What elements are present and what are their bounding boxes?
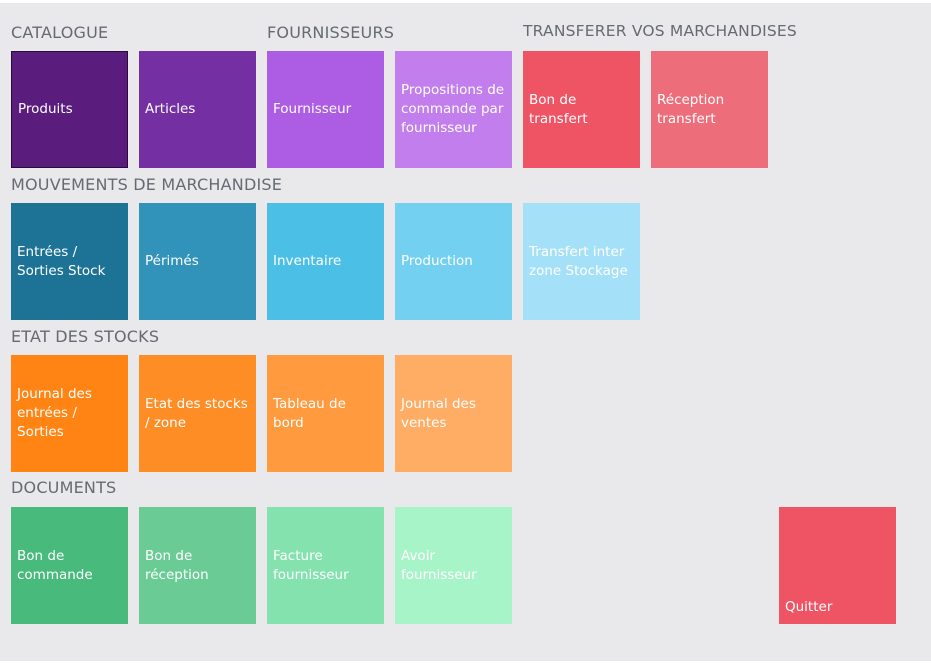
tile-label: Réception transfert <box>657 91 725 127</box>
main-menu: CATALOGUE FOURNISSEURS TRANSFERER VOS MA… <box>0 3 931 661</box>
tile-label: Facture fournisseur <box>273 547 349 583</box>
tile-fournisseur[interactable]: Fournisseur <box>267 51 384 168</box>
tile-propositions-commande[interactable]: Propositions de commande par fournisseur <box>395 51 512 168</box>
tile-label: Journal des ventes <box>401 395 476 431</box>
tile-inventaire[interactable]: Inventaire <box>267 203 384 320</box>
tile-avoir-fournisseur[interactable]: Avoir fournisseur <box>395 507 512 624</box>
tile-label: Bon de transfert <box>529 91 588 127</box>
tile-label: Bon de commande <box>17 547 93 583</box>
tile-label: Périmés <box>145 253 199 269</box>
tile-reception-transfert[interactable]: Réception transfert <box>651 51 768 168</box>
tile-facture-fournisseur[interactable]: Facture fournisseur <box>267 507 384 624</box>
tile-label: Tableau de bord <box>273 395 346 431</box>
tile-bon-commande[interactable]: Bon de commande <box>11 507 128 624</box>
tile-label: Etat des stocks / zone <box>145 395 248 431</box>
section-title-etat-stocks: ETAT DES STOCKS <box>11 327 160 346</box>
tile-transfert-inter-zone[interactable]: Transfert inter zone Stockage <box>523 203 640 320</box>
tile-label: Production <box>401 253 473 269</box>
tile-entrees-sorties-stock[interactable]: Entrées / Sorties Stock <box>11 203 128 320</box>
section-title-catalogue: CATALOGUE <box>11 23 109 42</box>
section-title-fournisseurs: FOURNISSEURS <box>267 23 395 42</box>
tile-label: Avoir fournisseur <box>401 547 477 583</box>
tile-etat-stocks-zone[interactable]: Etat des stocks / zone <box>139 355 256 472</box>
tile-label: Bon de réception <box>145 547 209 583</box>
tile-journal-ventes[interactable]: Journal des ventes <box>395 355 512 472</box>
section-title-mouvements: MOUVEMENTS DE MARCHANDISE <box>11 175 283 194</box>
tile-produits[interactable]: Produits <box>11 51 128 168</box>
tile-tableau-de-bord[interactable]: Tableau de bord <box>267 355 384 472</box>
tile-perimes[interactable]: Périmés <box>139 203 256 320</box>
quit-button[interactable]: Quitter <box>779 507 896 624</box>
tile-bon-transfert[interactable]: Bon de transfert <box>523 51 640 168</box>
tile-label: Entrées / Sorties Stock <box>17 243 106 279</box>
tile-bon-reception[interactable]: Bon de réception <box>139 507 256 624</box>
tile-label: Transfert inter zone Stockage <box>529 243 628 279</box>
tile-label: Fournisseur <box>273 101 352 117</box>
section-title-transferer: TRANSFERER VOS MARCHANDISES <box>523 22 797 40</box>
tile-journal-entrees-sorties[interactable]: Journal des entrées / Sorties <box>11 355 128 472</box>
tile-production[interactable]: Production <box>395 203 512 320</box>
tile-label: Propositions de commande par fournisseur <box>401 82 505 136</box>
tile-label: Journal des entrées / Sorties <box>17 386 92 440</box>
section-title-documents: DOCUMENTS <box>11 478 117 497</box>
tile-label: Quitter <box>785 599 833 615</box>
tile-label: Produits <box>18 101 73 117</box>
tile-label: Inventaire <box>273 253 342 269</box>
tile-label: Articles <box>145 101 196 117</box>
tile-articles[interactable]: Articles <box>139 51 256 168</box>
